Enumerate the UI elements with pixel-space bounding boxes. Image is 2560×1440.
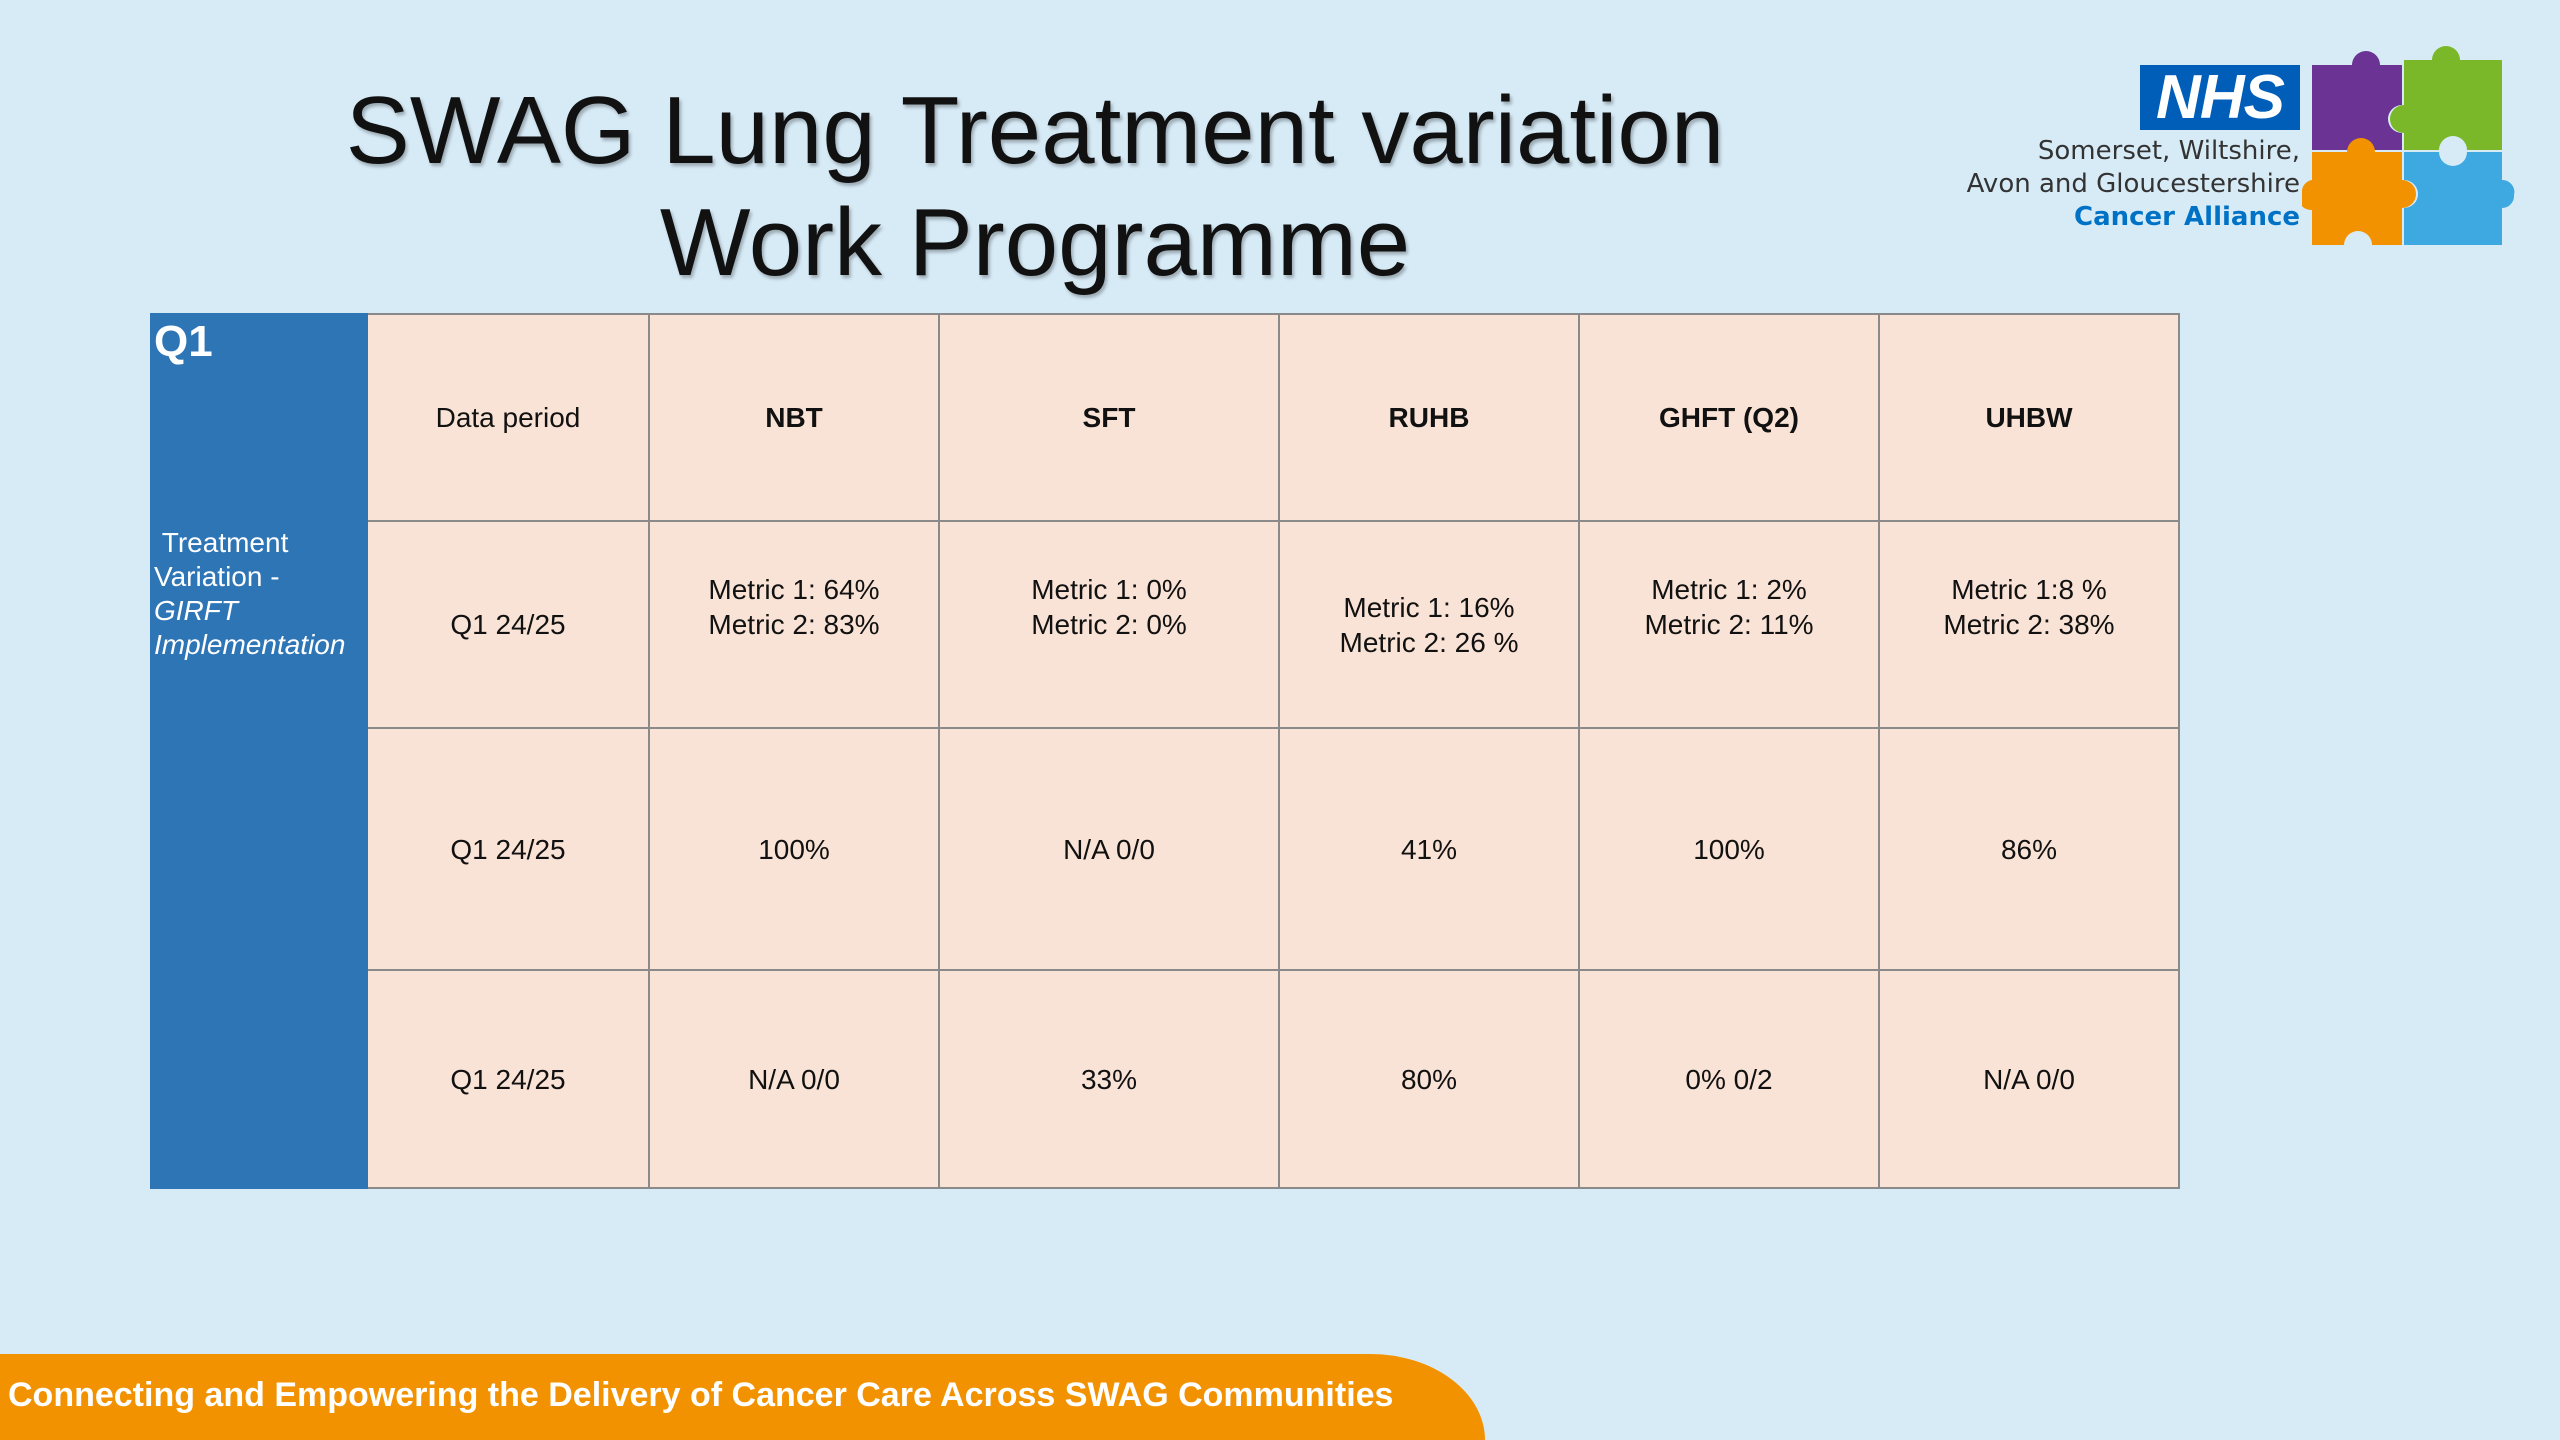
header-sft: SFT (938, 313, 1280, 522)
nbt-value-cell: N/A 0/0 (648, 969, 940, 1189)
row-label-treatment-variation: Treatment Variation - GIRFT Implementati… (150, 520, 368, 729)
ghft-value-cell: 0% 0/2 (1578, 969, 1880, 1189)
ruhb-metrics-cell: Metric 1: 16% Metric 2: 26 % (1278, 520, 1580, 729)
sft-value-cell: 33% (938, 969, 1280, 1189)
period-cell: Q1 24/25 (366, 520, 650, 729)
table-row: Q1 24/25 100% N/A 0/0 41% 100% 86% (150, 727, 2180, 971)
header-nbt: NBT (648, 313, 940, 522)
metric-1-value: Metric 1: 2% (1651, 574, 1807, 605)
row-label-line-3: GIRFT (154, 595, 238, 626)
metric-1-value: Metric 1: 64% (708, 574, 880, 605)
metric-2-value: Metric 2: 11% (1644, 609, 1814, 640)
sft-value-cell: N/A 0/0 (938, 727, 1280, 971)
table-header-row: Q1 Data period NBT SFT RUHB GHFT (Q2) UH… (150, 313, 2180, 522)
org-name-line-2: Avon and Gloucestershire (1966, 169, 2300, 199)
quarter-label: Q1 (150, 313, 368, 522)
footer-banner: Connecting and Empowering the Delivery o… (0, 1354, 1485, 1440)
header-ruhb: RUHB (1278, 313, 1580, 522)
nbt-metrics-cell: Metric 1: 64% Metric 2: 83% (648, 520, 940, 729)
side-blank-cell (150, 970, 368, 1189)
org-name-line-1: Somerset, Wiltshire, (2037, 136, 2300, 166)
nhs-logo: NHS (2140, 65, 2300, 130)
puzzle-piece-purple (2312, 51, 2402, 150)
metric-1-value: Metric 1: 16% (1343, 591, 1515, 623)
table-row: Q1 24/25 N/A 0/0 33% 80% 0% 0/2 N/A 0/0 (150, 969, 2180, 1189)
metric-2-value: Metric 2: 83% (708, 609, 880, 640)
table-row: Treatment Variation - GIRFT Implementati… (150, 520, 2180, 729)
cancer-alliance-logo: NHS Somerset, Wiltshire, Avon and Glouce… (1950, 40, 2525, 265)
slide-title: SWAG Lung Treatment variation Work Progr… (150, 75, 1920, 299)
ghft-value-cell: 100% (1578, 727, 1880, 971)
org-name-line-3: Cancer Alliance (2073, 202, 2300, 232)
metric-2-value: Metric 2: 38% (1943, 609, 2115, 640)
header-uhbw: UHBW (1878, 313, 2180, 522)
puzzle-icon (2302, 46, 2515, 245)
row-label-line-1: Treatment (161, 527, 289, 558)
puzzle-piece-orange (2302, 138, 2416, 245)
period-cell: Q1 24/25 (366, 727, 650, 971)
ruhb-value-cell: 80% (1278, 969, 1580, 1189)
metric-1-value: Metric 1: 0% (1031, 574, 1187, 605)
puzzle-piece-green (2390, 46, 2502, 150)
puzzle-piece-blue (2404, 152, 2515, 245)
ghft-metrics-cell: Metric 1: 2% Metric 2: 11% (1578, 520, 1880, 729)
header-data-period: Data period (366, 313, 650, 522)
metric-1-value: Metric 1:8 % (1951, 574, 2107, 605)
period-cell: Q1 24/25 (366, 969, 650, 1189)
sft-metrics-cell: Metric 1: 0% Metric 2: 0% (938, 520, 1280, 729)
footer-tagline: Connecting and Empowering the Delivery o… (8, 1376, 1394, 1414)
title-line-2: Work Programme (659, 189, 1411, 296)
metric-2-value: Metric 2: 0% (1031, 609, 1187, 640)
header-ghft: GHFT (Q2) (1578, 313, 1880, 522)
metric-2-value: Metric 2: 26 % (1339, 626, 1519, 658)
row-label-line-2: Variation - (154, 561, 280, 592)
ruhb-value-cell: 41% (1278, 727, 1580, 971)
row-label-line-4: Implementation (154, 629, 346, 660)
nbt-value-cell: 100% (648, 727, 940, 971)
side-blank-cell (150, 728, 368, 971)
treatment-variation-table: Q1 Data period NBT SFT RUHB GHFT (Q2) UH… (150, 313, 2180, 1189)
title-line-1: SWAG Lung Treatment variation (345, 77, 1725, 184)
uhbw-value-cell: 86% (1878, 727, 2180, 971)
uhbw-value-cell: N/A 0/0 (1878, 969, 2180, 1189)
uhbw-metrics-cell: Metric 1:8 % Metric 2: 38% (1878, 520, 2180, 729)
